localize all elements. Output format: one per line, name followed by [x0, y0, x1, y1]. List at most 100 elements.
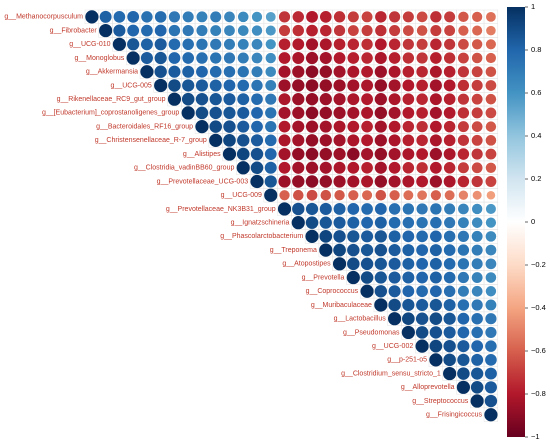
- corr-circle: [224, 25, 235, 36]
- corr-circle: [388, 52, 401, 64]
- corr-circle: [471, 79, 483, 91]
- corr-circle: [361, 65, 373, 78]
- corr-circle: [374, 161, 387, 174]
- corr-circle: [458, 203, 469, 215]
- corr-circle: [292, 120, 305, 133]
- corr-circle: [416, 271, 429, 284]
- corr-circle: [319, 202, 332, 215]
- corr-circle: [305, 92, 319, 106]
- colorbar: [507, 7, 525, 437]
- corr-circle: [457, 230, 470, 242]
- corr-circle: [181, 92, 195, 106]
- corr-circle: [333, 38, 346, 51]
- corr-circle: [112, 37, 127, 51]
- corr-circle: [485, 148, 497, 160]
- colorbar-tick-label: 0.6: [531, 88, 541, 97]
- corr-circle: [305, 161, 319, 174]
- corr-circle: [332, 257, 347, 271]
- corr-circle: [361, 52, 373, 64]
- corr-circle: [388, 65, 401, 78]
- corr-circle: [362, 190, 373, 201]
- corr-circle: [195, 92, 209, 106]
- corr-circle: [374, 52, 387, 65]
- corr-circle: [292, 189, 304, 201]
- corr-circle: [319, 79, 332, 92]
- corr-circle: [361, 79, 374, 92]
- corr-circle: [486, 11, 496, 22]
- corr-circle: [429, 147, 443, 161]
- corr-circle: [471, 203, 483, 215]
- corr-circle: [141, 11, 153, 23]
- corr-circle: [196, 65, 208, 78]
- corr-circle: [471, 340, 484, 353]
- corr-circle: [333, 24, 346, 37]
- corr-circle: [333, 93, 346, 106]
- corr-circle: [224, 11, 235, 23]
- corr-circle: [457, 312, 470, 325]
- corr-circle: [361, 25, 373, 37]
- corr-circle: [429, 106, 442, 119]
- corr-circle: [305, 147, 319, 161]
- corr-circle: [416, 134, 428, 147]
- corr-circle: [140, 51, 153, 65]
- corr-circle: [360, 243, 374, 257]
- corr-circle: [471, 162, 483, 174]
- corr-circle: [402, 106, 415, 119]
- corr-circle: [333, 120, 346, 133]
- corr-circle: [237, 38, 249, 50]
- corr-circle: [264, 161, 277, 174]
- corr-circle: [265, 11, 276, 22]
- corr-circle: [168, 38, 181, 51]
- corr-circle: [416, 162, 428, 174]
- corr-circle: [347, 120, 360, 133]
- corr-circle: [374, 271, 387, 284]
- corr-circle: [154, 65, 167, 78]
- corr-circle: [223, 106, 236, 120]
- corr-circle: [429, 93, 442, 106]
- corr-circle: [126, 51, 140, 65]
- corr-circle: [430, 190, 441, 201]
- colorbar-tick-label: 0.2: [531, 174, 541, 183]
- corr-circle: [347, 147, 360, 161]
- corr-circle: [347, 79, 360, 92]
- corr-circle: [113, 11, 126, 23]
- corr-circle: [416, 148, 429, 160]
- row-label: g__[Eubacterium]_coprostanoligenes_group: [42, 110, 179, 117]
- corr-circle: [485, 39, 496, 50]
- corr-circle: [484, 367, 497, 380]
- corr-circle: [361, 161, 373, 174]
- corr-circle: [389, 25, 401, 37]
- corr-circle: [347, 38, 360, 51]
- row-label: g__UCG-002: [372, 343, 413, 350]
- corr-circle: [319, 11, 332, 23]
- corr-circle: [154, 38, 167, 51]
- corr-circle: [306, 10, 318, 23]
- corr-circle: [319, 65, 332, 78]
- corr-circle: [485, 299, 497, 311]
- corr-circle: [443, 339, 456, 353]
- corr-circle: [389, 190, 400, 201]
- corr-circle: [361, 38, 373, 50]
- corr-circle: [140, 38, 153, 51]
- corr-circle: [430, 11, 442, 23]
- corr-circle: [333, 52, 346, 64]
- corr-circle: [416, 285, 428, 298]
- corr-circle: [210, 11, 222, 23]
- corr-circle: [333, 202, 346, 215]
- corr-circle: [210, 25, 222, 37]
- corr-circle: [305, 51, 319, 65]
- corr-circle: [374, 243, 388, 257]
- corr-circle: [347, 52, 360, 64]
- corr-circle: [374, 216, 387, 229]
- corr-circle: [485, 272, 497, 283]
- corr-circle: [251, 11, 263, 22]
- corr-circle: [361, 120, 373, 133]
- corr-circle: [278, 161, 291, 174]
- corr-circle: [388, 38, 401, 51]
- corr-circle: [347, 243, 360, 257]
- corr-circle: [443, 134, 456, 147]
- corr-circle: [416, 257, 429, 270]
- corr-circle: [292, 65, 305, 78]
- corr-circle: [374, 79, 388, 92]
